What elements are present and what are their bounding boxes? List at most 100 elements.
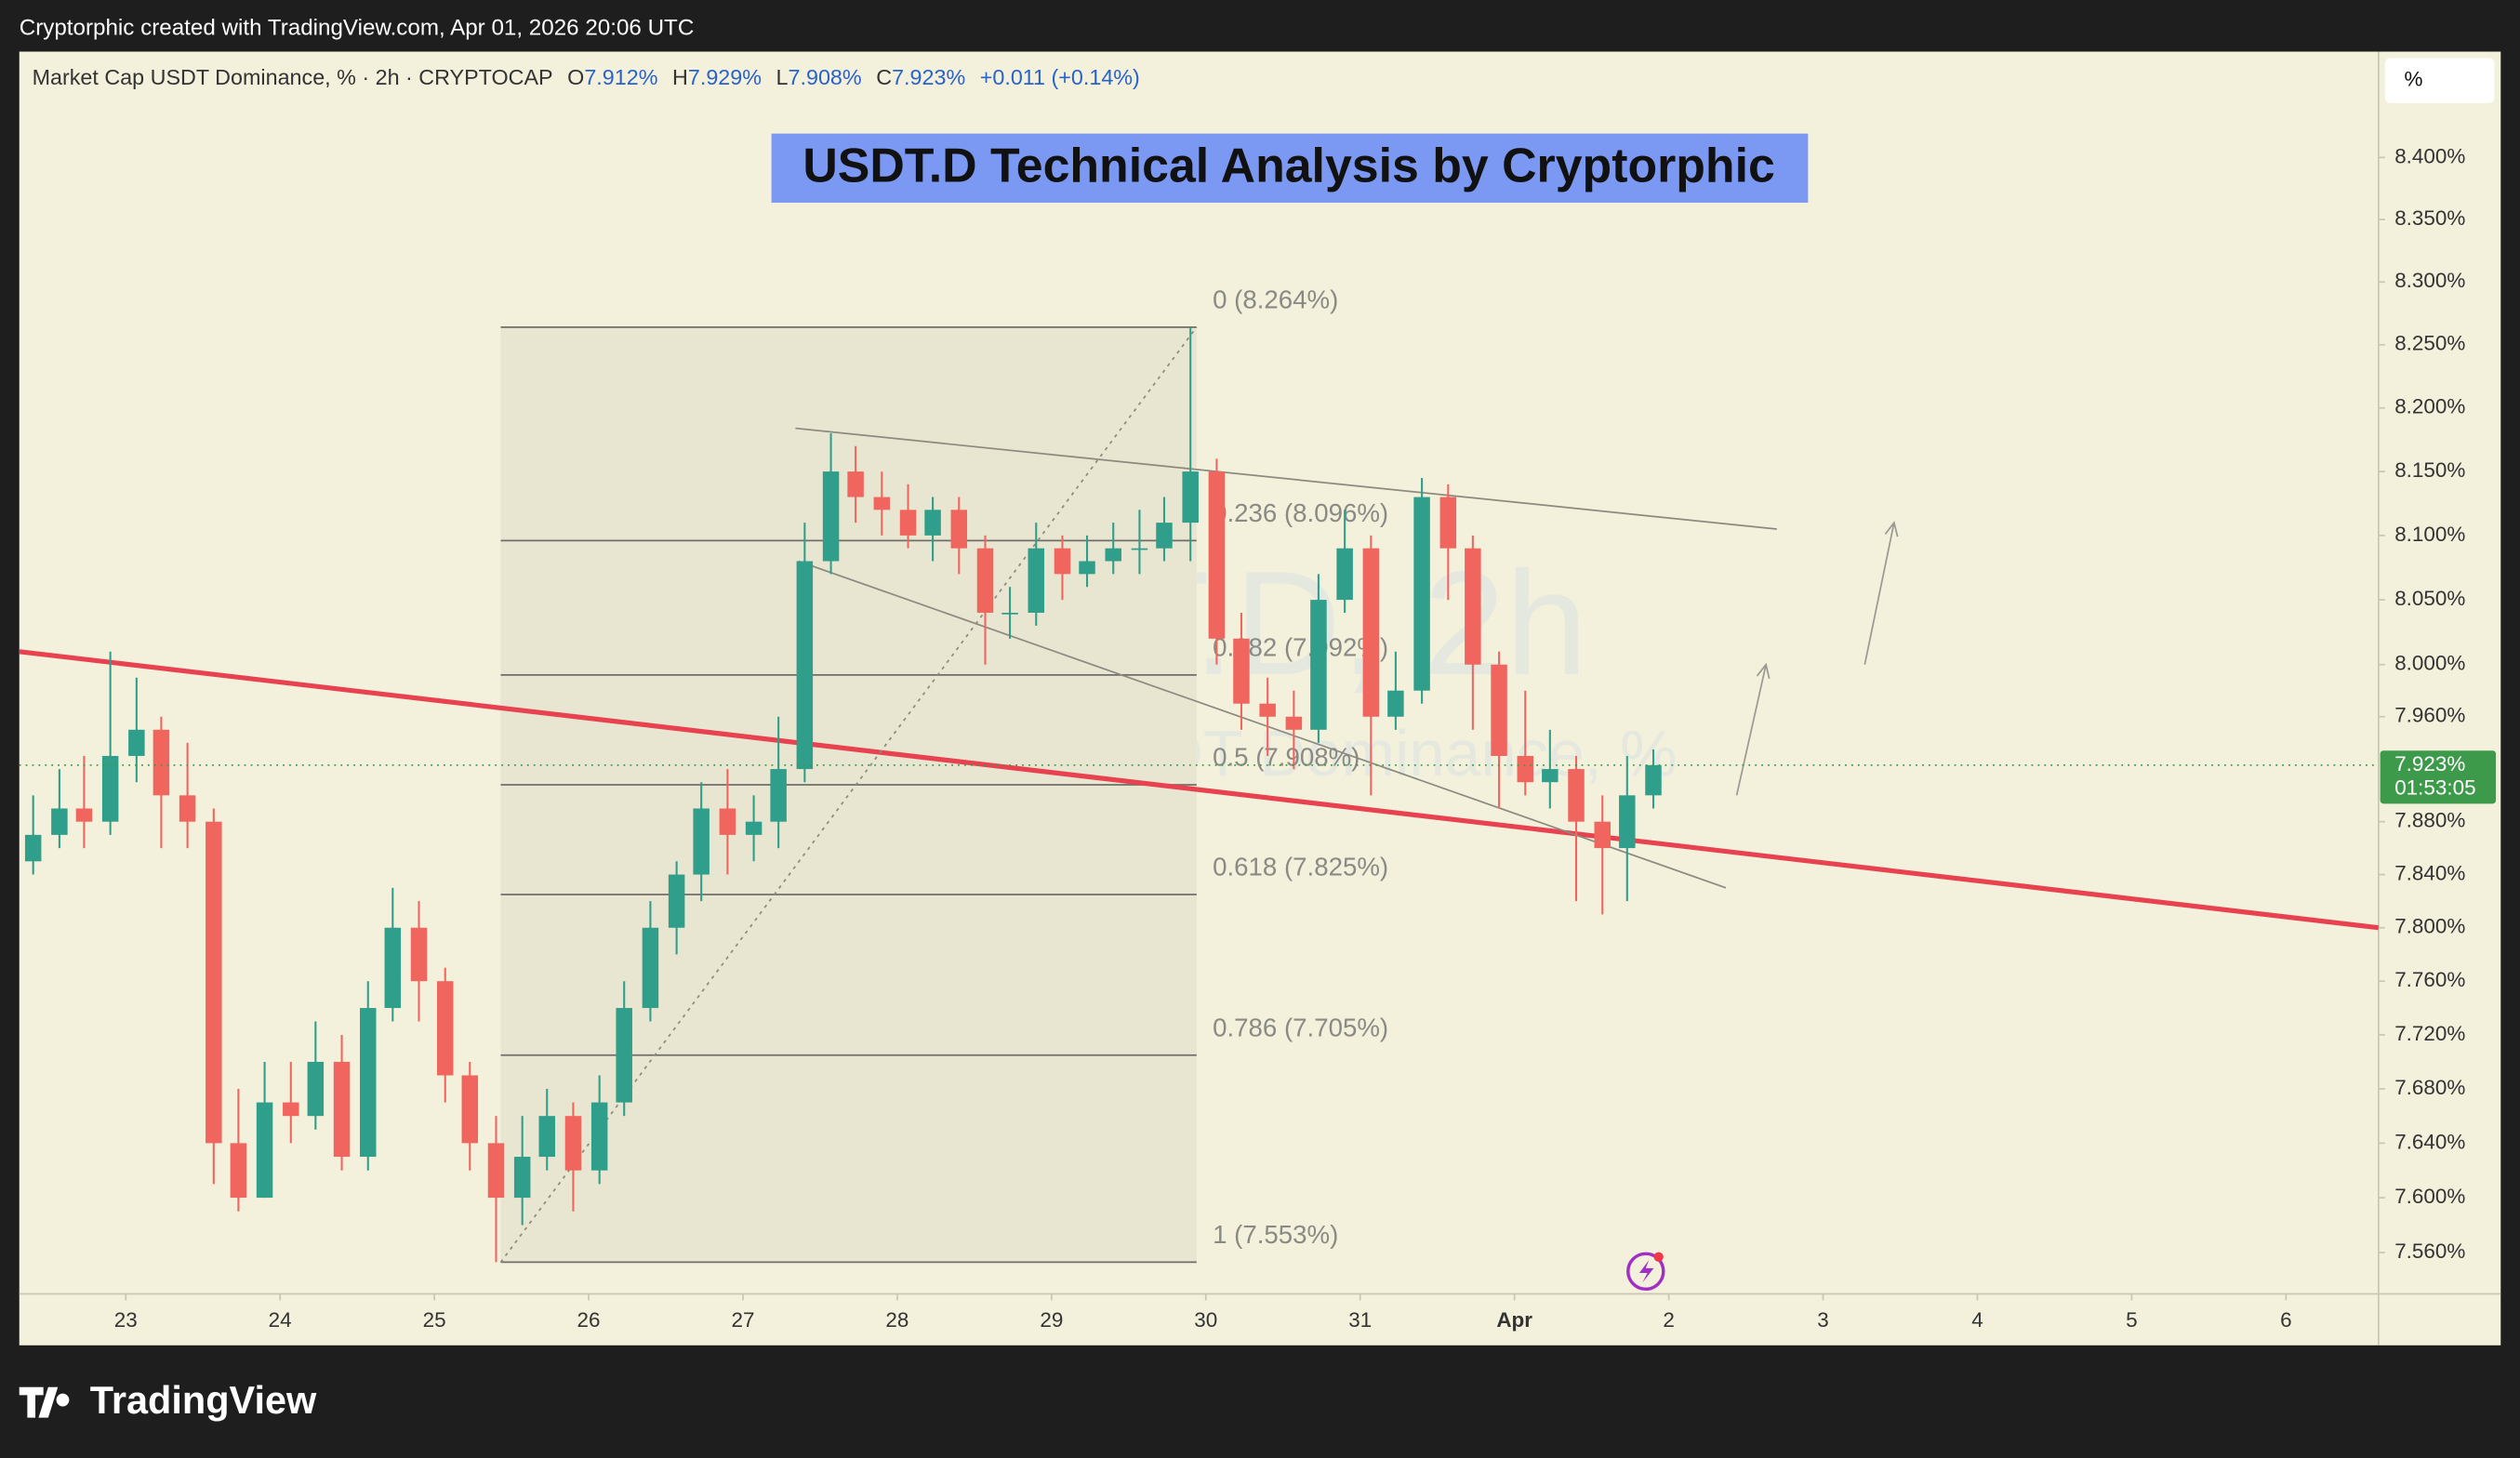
candle-body: [179, 795, 196, 822]
candle-body: [1619, 795, 1636, 849]
candle-body: [206, 821, 222, 1144]
candle-body: [1491, 664, 1507, 756]
candle-body: [51, 808, 68, 835]
x-tick-label: Apr: [1496, 1308, 1532, 1332]
candle-body: [128, 729, 145, 756]
candle-body: [1645, 764, 1662, 796]
price-tag-countdown: 01:53:05: [2394, 776, 2475, 800]
legend-value: 7.912%: [584, 65, 657, 89]
candle-body: [283, 1102, 299, 1117]
legend-key: C: [876, 65, 892, 89]
candle-body: [513, 1157, 531, 1199]
legend-key: O: [567, 65, 584, 89]
candle-body: [1028, 548, 1045, 613]
y-tick-label: 7.760%: [2394, 968, 2465, 991]
candle-body: [333, 1061, 351, 1158]
candle-body: [1208, 471, 1226, 639]
chart-title: USDT.D Technical Analysis by Cryptorphic: [802, 138, 1774, 192]
candle-body: [642, 927, 659, 1009]
candle-body: [24, 834, 42, 862]
y-tick-label: 7.800%: [2394, 915, 2465, 938]
y-tick-label: 7.600%: [2394, 1185, 2465, 1208]
axis-unit: %: [2405, 68, 2423, 91]
y-tick-label: 8.000%: [2394, 652, 2465, 675]
candle-body: [668, 874, 685, 928]
x-tick-label: 30: [1194, 1308, 1217, 1332]
y-tick-label: 7.840%: [2394, 861, 2465, 884]
candle-body: [1001, 612, 1018, 615]
candle-body: [1054, 548, 1071, 575]
y-tick-label: 8.250%: [2394, 332, 2465, 355]
fib-label: 0.236 (8.096%): [1213, 498, 1388, 527]
candle-body: [101, 755, 119, 822]
x-tick-label: 23: [114, 1308, 138, 1332]
x-tick-label: 28: [885, 1308, 909, 1332]
x-tick-label: 31: [1348, 1308, 1372, 1332]
trendline: [795, 427, 1777, 530]
candle-body: [1182, 471, 1199, 524]
x-tick-label: 25: [423, 1308, 446, 1332]
candle-body: [1156, 523, 1173, 549]
candle-body: [873, 497, 891, 510]
candle-body: [256, 1102, 273, 1199]
legend: Market Cap USDT Dominance, % · 2h · CRYP…: [33, 65, 1140, 89]
y-tick-label: 7.640%: [2394, 1130, 2465, 1153]
y-tick-label: 7.560%: [2394, 1239, 2465, 1263]
y-tick-label: 8.350%: [2394, 206, 2465, 230]
candle-body: [461, 1075, 479, 1144]
legend-value: 7.923%: [892, 65, 965, 89]
candle-body: [847, 471, 864, 497]
candle-body: [384, 927, 402, 1009]
candle-body: [719, 808, 736, 835]
candle-body: [1079, 561, 1095, 575]
trendline: [499, 326, 1198, 1263]
unit-box[interactable]: [2384, 58, 2495, 103]
trendline: [19, 649, 2379, 931]
candle-body: [1310, 600, 1327, 730]
candle-body: [360, 1008, 377, 1158]
fib-label: 0 (8.264%): [1213, 285, 1338, 313]
candle-body: [770, 769, 787, 822]
x-tick-label: 3: [1817, 1308, 1828, 1332]
candle-body: [796, 561, 814, 770]
x-tick-label: 6: [2280, 1308, 2292, 1332]
candle-body: [899, 510, 917, 536]
candle-body: [822, 471, 840, 562]
event-icon[interactable]: [1626, 1252, 1665, 1292]
trendline: [798, 560, 1727, 889]
y-tick-label: 7.960%: [2394, 704, 2465, 727]
candle-body: [75, 808, 93, 822]
candle-body: [1259, 703, 1276, 717]
candle-body: [436, 981, 454, 1076]
candle-body: [1233, 638, 1250, 704]
candle-body: [1413, 497, 1430, 691]
x-tick-label: 26: [577, 1308, 601, 1332]
candle-body: [487, 1143, 505, 1199]
x-tick-label: 29: [1040, 1308, 1063, 1332]
candle-body: [1336, 548, 1353, 601]
y-tick-label: 8.100%: [2394, 523, 2465, 546]
y-tick-label: 7.720%: [2394, 1022, 2465, 1045]
x-tick-label: 27: [731, 1308, 754, 1332]
candle-body: [153, 729, 170, 796]
arrow: [1863, 521, 1899, 665]
brand: TradingView: [90, 1378, 317, 1422]
candle-body: [1542, 769, 1558, 783]
candle-body: [924, 510, 941, 536]
fib-label: 0.786 (7.705%): [1213, 1013, 1388, 1041]
candle-body: [230, 1143, 247, 1199]
candle-body: [564, 1116, 582, 1171]
y-tick-label: 7.880%: [2394, 809, 2465, 832]
candle-body: [1285, 716, 1303, 730]
legend-value: 7.908%: [789, 65, 862, 89]
candle-body: [1568, 769, 1585, 822]
x-tick-label: 4: [1971, 1308, 1983, 1332]
y-tick-label: 8.400%: [2394, 144, 2465, 167]
candle-body: [307, 1061, 325, 1117]
legend-change: +0.011 (+0.14%): [980, 65, 1140, 89]
candle-body: [1105, 548, 1121, 562]
candle-body: [1465, 548, 1481, 665]
candle-body: [693, 808, 710, 875]
